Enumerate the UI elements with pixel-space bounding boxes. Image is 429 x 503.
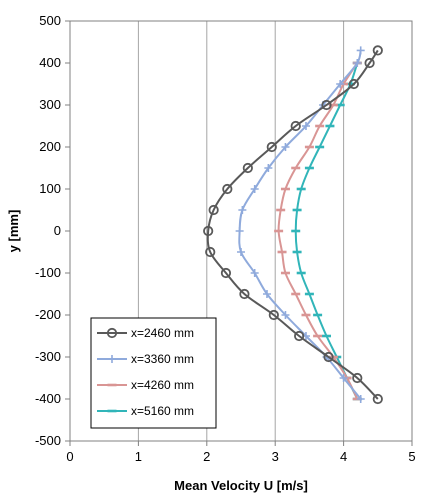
x-tick-label: 5	[408, 449, 415, 464]
series-layer	[203, 45, 383, 405]
data-point	[264, 164, 273, 172]
x-tick-label: 3	[272, 449, 279, 464]
x-axis-label: Mean Velocity U [m/s]	[174, 478, 308, 493]
data-point	[321, 99, 332, 111]
legend-label: x=5160 mm	[131, 404, 194, 418]
data-point	[281, 311, 290, 319]
series-1	[203, 45, 383, 405]
y-tick-label: -300	[35, 349, 61, 364]
data-point	[250, 269, 259, 277]
data-point	[203, 225, 214, 237]
y-tick-label: 400	[39, 55, 61, 70]
y-tick-label: -200	[35, 307, 61, 322]
data-point	[290, 120, 301, 132]
data-point	[239, 288, 250, 300]
data-point	[222, 183, 233, 195]
data-point	[339, 374, 348, 382]
legend-label: x=4260 mm	[131, 378, 194, 392]
x-tick-labels: 0 1 2 3 4 5	[66, 449, 415, 464]
legend-item-4: x=5160 mm	[97, 404, 194, 418]
series-2	[235, 46, 365, 403]
data-point	[356, 46, 365, 55]
data-point	[294, 330, 305, 342]
y-tick-label: -100	[35, 265, 61, 280]
data-point	[372, 45, 383, 56]
data-point	[301, 122, 310, 130]
x-tick-label: 0	[66, 449, 73, 464]
y-tick-label: 200	[39, 139, 61, 154]
x-tick-label: 2	[203, 449, 210, 464]
data-point	[220, 267, 232, 279]
data-point	[353, 59, 362, 67]
data-point	[250, 185, 259, 193]
legend: x=2460 mm x=3360 mm x=4260 mm x=5160 mm	[90, 317, 217, 429]
x-tick-label: 4	[340, 449, 347, 464]
data-point	[268, 309, 279, 321]
y-tick-label: -400	[35, 391, 61, 406]
legend-item-1: x=2460 mm	[97, 326, 194, 340]
data-point	[372, 393, 383, 405]
data-point	[281, 143, 290, 151]
data-point	[238, 206, 247, 214]
legend-item-3: x=4260 mm	[97, 378, 194, 392]
series-line	[238, 50, 362, 400]
data-point	[348, 78, 359, 90]
data-point	[352, 372, 363, 384]
data-point	[262, 290, 271, 298]
legend-item-2: x=3360 mm	[97, 352, 194, 366]
series-line	[206, 49, 379, 400]
data-point	[237, 248, 245, 256]
data-point	[242, 162, 253, 174]
data-point	[266, 141, 277, 153]
legend-label: x=3360 mm	[131, 352, 194, 366]
y-tick-labels: -500 -400 -300 -200 -100 0 100 200 300 400 500	[35, 13, 61, 448]
data-point	[208, 204, 219, 216]
legend-label: x=2460 mm	[131, 326, 194, 340]
y-tick-label: -500	[35, 433, 61, 448]
data-point	[323, 351, 334, 363]
plot-area-border	[69, 20, 413, 442]
x-tick-label: 1	[135, 449, 142, 464]
y-tick-label: 0	[54, 223, 61, 238]
y-tick-label: 100	[39, 181, 61, 196]
y-tick-label: 500	[39, 13, 61, 28]
y-axis-label: y [mm]	[6, 210, 21, 253]
data-point	[108, 355, 116, 363]
y-tick-label: 300	[39, 97, 61, 112]
data-point	[336, 80, 345, 88]
data-point	[364, 57, 375, 69]
data-point	[106, 327, 118, 339]
data-point	[356, 395, 365, 403]
data-point	[205, 246, 216, 258]
data-point	[235, 227, 244, 235]
